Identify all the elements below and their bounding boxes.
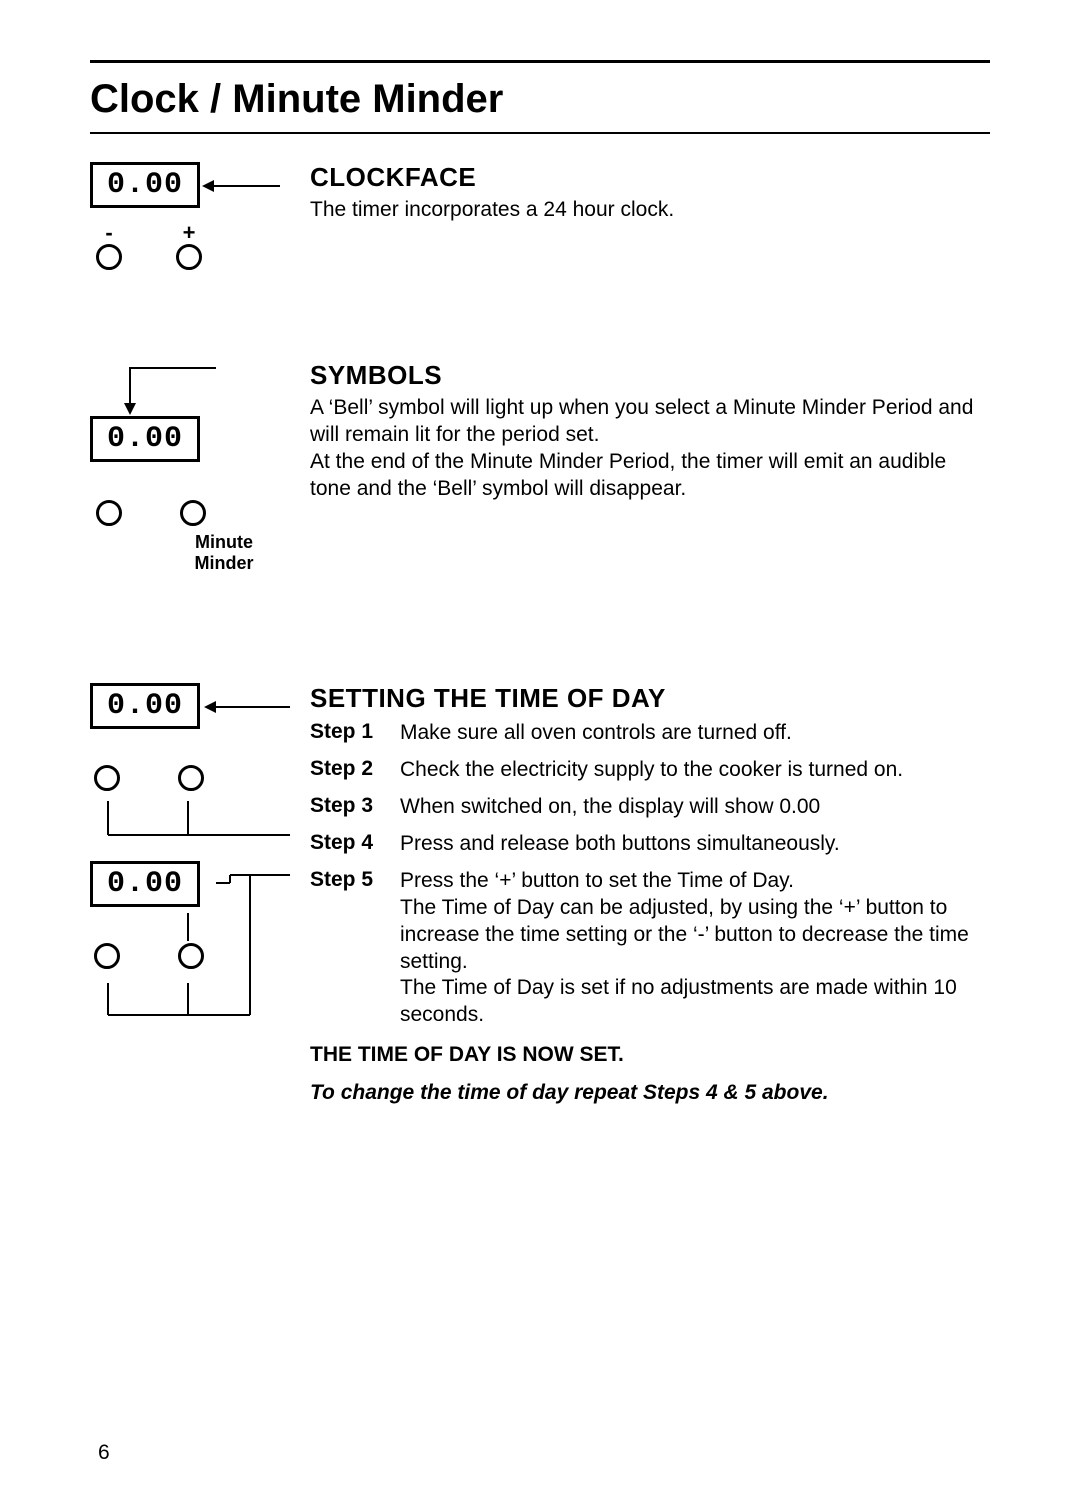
lcd-display: 0.00	[90, 162, 200, 208]
step-text: Press the ‘+’ button to set the Time of …	[400, 868, 990, 1029]
section-symbols: 0.00 Minute Minder SYMBOLS A ‘Bell’ symb…	[90, 360, 990, 573]
knob-plus-icon	[176, 244, 202, 270]
page-number: 6	[98, 1441, 110, 1465]
knob-icon	[96, 500, 122, 526]
minus-button: -	[96, 222, 122, 270]
step-text: Press and release both buttons simultane…	[400, 831, 990, 858]
repeat-note: To change the time of day repeat Steps 4…	[310, 1081, 990, 1105]
minus-label: -	[105, 222, 112, 244]
clockface-illustration: 0.00 - +	[90, 162, 300, 270]
step-row: Step 2 Check the electricity supply to t…	[310, 757, 990, 784]
time-set-confirm: THE TIME OF DAY IS NOW SET.	[310, 1043, 990, 1067]
knob-minus-icon	[96, 244, 122, 270]
symbols-heading: SYMBOLS	[310, 360, 990, 391]
clockface-heading: CLOCKFACE	[310, 162, 990, 193]
step-label: Step 4	[310, 831, 400, 858]
step-label: Step 2	[310, 757, 400, 784]
setting-heading: SETTING THE TIME OF DAY	[310, 683, 990, 714]
symbols-illustration: 0.00 Minute Minder	[90, 360, 300, 573]
step-text: Check the electricity supply to the cook…	[400, 757, 990, 784]
page-title: Clock / Minute Minder	[90, 77, 990, 122]
knob-icon	[180, 500, 206, 526]
step-row: Step 5 Press the ‘+’ button to set the T…	[310, 868, 990, 1029]
steps-list: Step 1 Make sure all oven controls are t…	[310, 720, 990, 1029]
callout-lines-icon	[90, 683, 300, 1063]
step-row: Step 1 Make sure all oven controls are t…	[310, 720, 990, 747]
symbols-text: A ‘Bell’ symbol will light up when you s…	[310, 395, 990, 503]
step-row: Step 3 When switched on, the display wil…	[310, 794, 990, 821]
rule-top	[90, 60, 990, 63]
step-text: Make sure all oven controls are turned o…	[400, 720, 990, 747]
clockface-text: The timer incorporates a 24 hour clock.	[310, 197, 990, 224]
step-label: Step 1	[310, 720, 400, 747]
arrow-to-clockface	[202, 176, 282, 196]
plus-button: +	[176, 222, 202, 270]
setting-illustration: 0.00 0.00	[90, 683, 300, 1063]
section-clockface: 0.00 - + CLOCKFACE The timer incorporate…	[90, 162, 990, 270]
section-setting-time: 0.00 0.00	[90, 683, 990, 1105]
bell-arrow-icon	[90, 360, 230, 430]
minute-minder-label: Minute Minder	[148, 532, 300, 573]
step-label: Step 5	[310, 868, 400, 1029]
step-text: When switched on, the display will show …	[400, 794, 990, 821]
step-label: Step 3	[310, 794, 400, 821]
rule-under-title	[90, 132, 990, 134]
plus-label: +	[183, 222, 196, 244]
step-row: Step 4 Press and release both buttons si…	[310, 831, 990, 858]
